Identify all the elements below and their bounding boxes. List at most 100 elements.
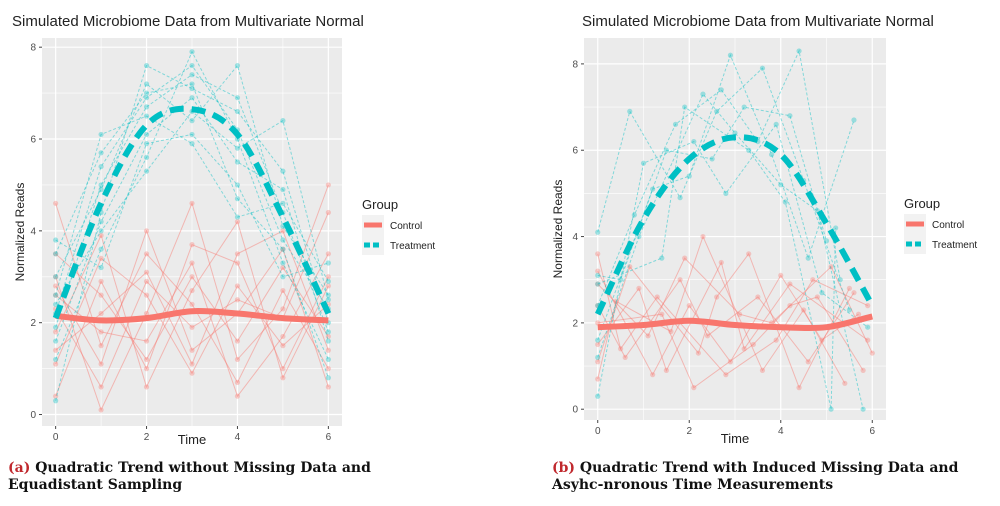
treatment-point — [837, 277, 843, 283]
treatment-point — [280, 260, 286, 266]
x-tick-label: 4 — [778, 426, 784, 437]
control-point — [810, 277, 816, 283]
legend-title: Group — [362, 197, 398, 212]
control-point — [98, 343, 104, 349]
treatment-point — [234, 95, 241, 101]
control-point — [280, 264, 286, 271]
treatment-point — [53, 237, 59, 243]
control-point — [595, 341, 601, 348]
control-point — [773, 337, 779, 343]
treatment-point — [189, 118, 195, 124]
treatment-point — [659, 255, 665, 261]
treatment-point — [98, 150, 104, 156]
y-axis-label: Normalized Reads — [13, 183, 27, 282]
caption-tag: (a) — [8, 460, 31, 476]
treatment-point — [234, 182, 241, 188]
treatment-point — [53, 338, 59, 344]
x-axis-label: Time — [721, 431, 749, 446]
treatment-point — [143, 90, 150, 96]
control-point — [234, 379, 241, 385]
mean-lines — [595, 134, 875, 332]
control-point — [828, 264, 834, 270]
control-point — [686, 303, 692, 309]
control-point — [704, 333, 711, 339]
control-line — [597, 235, 846, 384]
treatment-point — [732, 130, 738, 136]
treatment-point — [691, 138, 697, 145]
control-line — [55, 203, 329, 384]
treatment-point — [741, 104, 747, 110]
control-point — [234, 251, 241, 257]
treatment-point — [53, 292, 59, 298]
control-point — [189, 274, 195, 280]
treatment-point — [143, 131, 150, 138]
control-point — [865, 337, 871, 343]
treatment-point — [98, 228, 104, 234]
control-point — [143, 356, 150, 363]
control-point — [98, 278, 104, 284]
treatment-point — [53, 398, 59, 404]
treatment-point — [189, 141, 195, 147]
treatment-point — [280, 186, 286, 193]
treatment-point — [686, 173, 692, 179]
control-point — [53, 274, 59, 280]
control-point — [787, 281, 793, 287]
control-point — [234, 283, 241, 289]
treatment-point — [851, 117, 857, 123]
control-point — [595, 359, 601, 365]
treatment-point — [189, 62, 195, 69]
control-line — [55, 220, 329, 389]
treatment-point — [618, 277, 624, 283]
treatment-point — [640, 160, 647, 166]
control-point — [860, 367, 866, 373]
treatment-point — [280, 246, 286, 252]
treatment-line — [55, 64, 329, 296]
treatment-point — [805, 255, 811, 261]
control-point — [778, 272, 784, 279]
control-line — [55, 229, 329, 388]
chart-b: Simulated Microbiome Data from Multivari… — [551, 13, 977, 446]
x-tick-label: 2 — [686, 426, 692, 437]
control-point — [143, 384, 150, 390]
treatment-point — [727, 52, 734, 58]
treatment-point — [627, 108, 633, 114]
control-point — [98, 292, 104, 298]
control-point — [143, 228, 150, 234]
control-point — [636, 285, 642, 291]
treatment-point — [234, 62, 241, 69]
treatment-point — [234, 214, 241, 220]
treatment-point — [682, 104, 688, 110]
control-point — [727, 359, 734, 365]
caption-a: (a) Quadratic Trend without Missing Data… — [8, 460, 463, 494]
treatment-point — [98, 182, 104, 188]
treatment-point — [677, 195, 683, 201]
control-point — [746, 251, 752, 257]
x-tick-label: 6 — [326, 432, 332, 443]
control-point — [787, 303, 793, 309]
treatment-point — [663, 147, 669, 153]
control-point — [143, 338, 150, 344]
control-point — [53, 329, 59, 335]
control-point — [801, 307, 807, 313]
control-line — [597, 252, 850, 389]
control-point — [189, 200, 195, 206]
control-point — [189, 324, 195, 330]
control-point — [622, 354, 628, 361]
treatment-point — [787, 113, 793, 119]
control-point — [53, 347, 59, 353]
caption-tag: (b) — [552, 460, 576, 476]
treatment-point — [98, 163, 104, 170]
treatment-point — [773, 121, 779, 127]
treatment-point — [823, 238, 830, 244]
chart-a: Simulated Microbiome Data from Multivari… — [12, 13, 435, 447]
treatment-line — [597, 49, 841, 306]
control-point — [280, 246, 286, 252]
treatment-point — [723, 190, 729, 196]
treatment-point — [189, 131, 195, 138]
control-point — [325, 384, 331, 390]
y-tick-label: 6 — [572, 146, 578, 157]
y-tick-label: 8 — [572, 59, 578, 70]
grid-minor — [42, 38, 342, 426]
treatment-point — [53, 324, 59, 330]
control-point — [595, 251, 601, 257]
